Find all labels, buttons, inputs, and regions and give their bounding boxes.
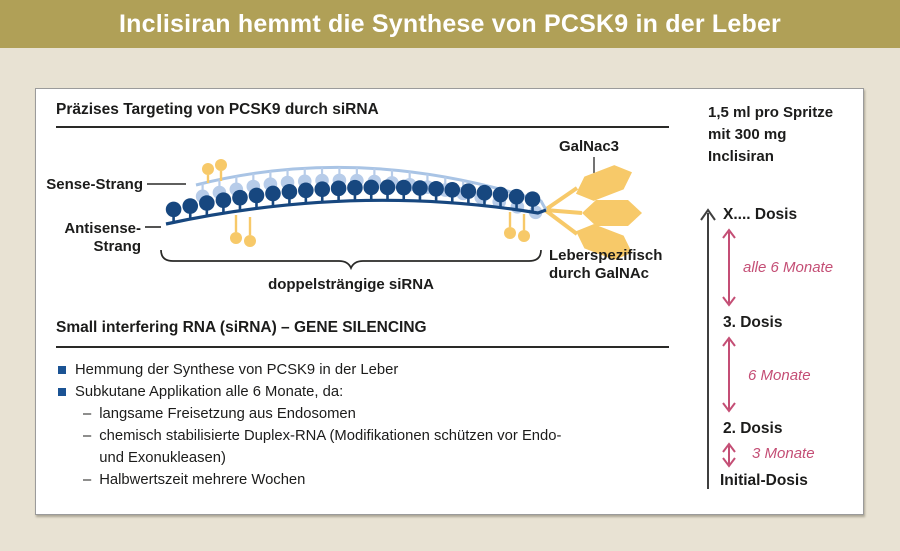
dash-marker: – <box>83 406 92 422</box>
interval-arrow-top <box>722 228 736 307</box>
double-strand-label: doppelsträngige siRNA <box>268 276 434 293</box>
interval-label-middle: 6 Monate <box>748 367 811 384</box>
interval-label-top: alle 6 Monate <box>743 259 834 276</box>
sirna-diagram: GalNac3 Sense- <box>46 138 662 293</box>
brace <box>160 249 542 271</box>
dose-label-second: 2. Dosis <box>723 420 783 437</box>
sub-item: – chemisch stabilisierte Duplex-RNA (Mod… <box>56 425 681 469</box>
liver-label-line1: Leberspezifisch <box>549 247 662 264</box>
sub-item-text: chemisch stabilisierte Duplex-RNA (Modif… <box>99 428 562 466</box>
hexagon-bottom <box>575 224 633 260</box>
bullet-text: Hemmung der Synthese von PCSK9 in der Le… <box>75 362 399 378</box>
bullet-item: Subkutane Applikation alle 6 Monate, da: <box>56 381 681 403</box>
sense-strand-label: Sense-Strang <box>46 176 143 193</box>
overhang-beads <box>202 159 530 247</box>
sub-item: – Halbwertszeit mehrere Wochen <box>56 469 681 491</box>
dash-marker: – <box>83 428 92 444</box>
section1-divider <box>56 126 669 128</box>
page-title: Inclisiran hemmt die Synthese von PCSK9 … <box>119 10 781 38</box>
content-panel: Präzises Targeting von PCSK9 durch siRNA… <box>35 88 864 515</box>
galnac3-label: GalNac3 <box>559 138 619 155</box>
bullet-text: Subkutane Applikation alle 6 Monate, da: <box>75 384 344 400</box>
sub-item-text: Halbwertszeit mehrere Wochen <box>99 472 306 488</box>
sub-item-text: langsame Freisetzung aus Endosomen <box>99 406 356 422</box>
antisense-strand-label-line2: Strang <box>93 238 141 255</box>
dose-label-x: X.... Dosis <box>723 206 798 223</box>
bullet-item: Hemmung der Synthese von PCSK9 in der Le… <box>56 359 681 381</box>
syringe-info: 1,5 ml pro Spritze mit 300 mg Inclisiran <box>708 104 834 165</box>
interval-label-bottom: 3 Monate <box>752 445 815 462</box>
interval-arrow-middle <box>722 336 736 413</box>
interval-arrow-bottom <box>722 442 736 468</box>
section1-heading: Präzises Targeting von PCSK9 durch siRNA <box>56 101 379 118</box>
dash-marker: – <box>83 472 92 488</box>
galnac-hexagons <box>543 165 642 260</box>
sub-item: – langsame Freisetzung aus Endosomen <box>56 403 681 425</box>
section2-divider <box>56 346 669 348</box>
timeline-arrow <box>700 208 716 489</box>
dose-label-initial: Initial-Dosis <box>720 472 808 489</box>
antisense-strand-label-line1: Antisense- <box>64 220 141 237</box>
bullet-square-icon <box>58 388 66 396</box>
dose-label-third: 3. Dosis <box>723 314 783 331</box>
hexagon-middle <box>582 200 642 226</box>
liver-label-line2: durch GalNAc <box>549 265 649 282</box>
section2-heading: Small interfering RNA (siRNA) – GENE SIL… <box>56 319 427 336</box>
hexagon-top <box>575 165 633 201</box>
title-bar: Inclisiran hemmt die Synthese von PCSK9 … <box>0 0 900 48</box>
antisense-strand <box>165 179 547 226</box>
bullet-square-icon <box>58 366 66 374</box>
bullet-list: Hemmung der Synthese von PCSK9 in der Le… <box>56 359 681 491</box>
dosing-timeline <box>700 208 736 489</box>
